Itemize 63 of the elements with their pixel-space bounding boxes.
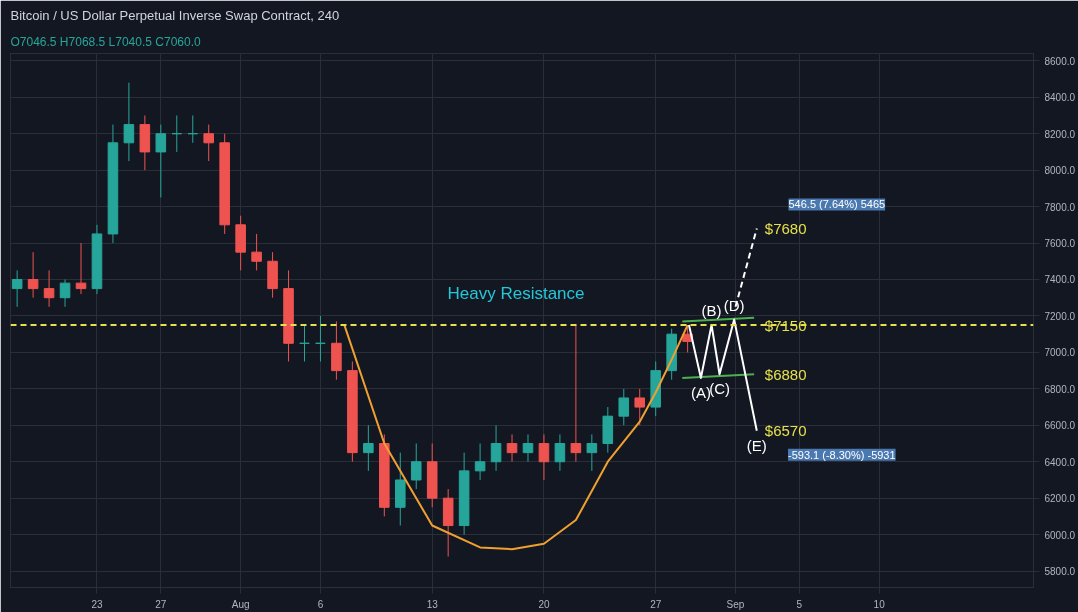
y-tick-label: 5800.0: [1044, 566, 1076, 578]
y-tick-label: 6600.0: [1044, 420, 1076, 432]
candlestick: [27, 251, 39, 299]
chart-subtitle: O7046.5 H7068.5 L7040.5 C7060.0: [10, 34, 201, 49]
annotation: (A): [690, 383, 711, 401]
candlestick: [155, 124, 167, 198]
y-tick-label: 7200.0: [1044, 310, 1076, 322]
candlestick: [538, 433, 550, 481]
y-tick-label: 8200.0: [1044, 128, 1076, 140]
y-tick-label: 7000.0: [1044, 347, 1076, 359]
candlestick: [586, 433, 598, 472]
candlestick: [123, 82, 135, 162]
annotation: (D): [723, 296, 745, 314]
x-tick-label: 5: [796, 598, 803, 610]
candlestick: [570, 324, 582, 463]
annotation: $7680: [764, 219, 807, 237]
x-tick-label: 20: [538, 598, 550, 610]
candlestick: [299, 324, 310, 363]
annotation: -593.1 (-8.30%) -5931: [787, 448, 896, 461]
candlestick: [43, 269, 55, 308]
candlestick: [474, 443, 486, 481]
y-tick-label: 7600.0: [1044, 238, 1076, 250]
candlestick: [410, 443, 422, 490]
y-tick-label: 8400.0: [1044, 92, 1076, 104]
candlestick: [554, 433, 566, 472]
candlestick: [171, 114, 183, 153]
annotation: (B): [701, 302, 722, 320]
candlestick: [11, 269, 23, 308]
annotation: 546.5 (7.64%) 5465: [788, 198, 886, 211]
annotation: Heavy Resistance: [447, 284, 585, 304]
x-tick-label: Sep: [726, 598, 745, 610]
candlestick: [187, 114, 199, 144]
candlestick: [618, 388, 630, 426]
x-tick-label: 27: [650, 598, 662, 610]
candlestick: [203, 124, 214, 162]
annotation: (C): [709, 380, 730, 398]
chart-title: Bitcoin / US Dollar Perpetual Inverse Swap Contract, 240: [10, 7, 340, 23]
y-tick-label: 7800.0: [1044, 201, 1076, 213]
y-tick-label: 6400.0: [1044, 456, 1076, 468]
y-tick-label: 7400.0: [1044, 274, 1076, 286]
annotation: $6880: [764, 365, 807, 383]
candlestick: [522, 433, 534, 463]
x-tick-label: 10: [873, 598, 886, 610]
x-tick-label: 13: [426, 598, 439, 610]
candlestick: [490, 424, 502, 472]
candlestick: [363, 424, 374, 472]
y-tick-label: 6000.0: [1044, 529, 1076, 541]
y-tick-label: 8000.0: [1044, 165, 1076, 177]
y-tick-label: 6200.0: [1044, 493, 1076, 505]
y-tick-label: 6800.0: [1044, 383, 1076, 395]
y-tick-label: 8600.0: [1044, 55, 1076, 67]
candlestick: [59, 278, 71, 308]
annotation: (E): [746, 436, 767, 454]
candlestick: [75, 242, 87, 295]
candlestick: [315, 315, 326, 363]
x-tick-label: Aug: [231, 598, 250, 610]
x-tick-label: 23: [91, 598, 103, 610]
candlestick: [506, 433, 518, 463]
candlestick: [634, 388, 646, 426]
candlestick: [251, 233, 262, 271]
annotation: $6570: [764, 422, 807, 440]
x-tick-label: 6: [317, 598, 324, 610]
x-tick-label: 27: [155, 598, 167, 610]
